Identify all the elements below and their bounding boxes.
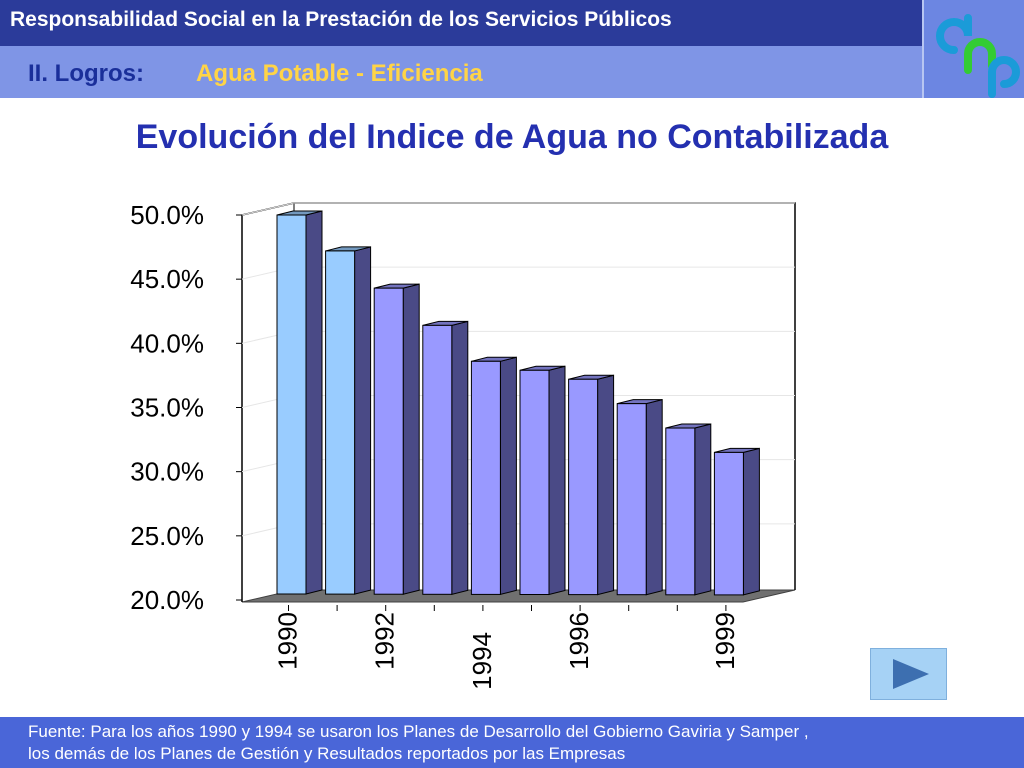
y-tick-label: 35.0% xyxy=(130,393,204,423)
gridline xyxy=(241,202,795,216)
bar-front xyxy=(325,250,356,595)
plot-back-wall xyxy=(242,203,795,600)
bar-side xyxy=(451,320,469,595)
bar xyxy=(276,210,323,595)
bar-front xyxy=(713,451,744,596)
section-label: II. Logros: xyxy=(28,60,144,87)
bar-side xyxy=(694,423,712,596)
bar xyxy=(665,423,712,596)
play-arrow-icon xyxy=(893,659,929,689)
header-bar: Responsabilidad Social en la Prestación … xyxy=(0,0,922,46)
bar xyxy=(519,365,566,596)
bar-side xyxy=(548,365,566,596)
y-tick-label: 25.0% xyxy=(130,521,204,551)
footer-source-line-1: Fuente: Para los años 1990 y 1994 se usa… xyxy=(28,722,809,741)
bar-side xyxy=(742,447,760,596)
bar xyxy=(568,374,615,596)
bar-side xyxy=(597,374,615,596)
bar xyxy=(713,447,760,596)
x-tick-label: 1999 xyxy=(710,612,740,670)
bar xyxy=(373,283,420,595)
bar xyxy=(616,399,663,596)
bar-front xyxy=(519,369,550,595)
bar-front xyxy=(276,214,307,595)
footer-bar: Fuente: Para los años 1990 y 1994 se usa… xyxy=(0,717,1024,768)
y-tick-label: 30.0% xyxy=(130,457,204,487)
bar-front xyxy=(665,427,696,596)
footer-source-line-2: los demás de los Planes de Gestión y Res… xyxy=(28,744,626,763)
y-tick-label: 50.0% xyxy=(130,200,204,230)
bar-front xyxy=(373,287,404,595)
next-slide-button[interactable] xyxy=(870,648,947,700)
x-tick-label: 1996 xyxy=(564,612,594,670)
bar xyxy=(325,246,372,595)
y-tick-label: 20.0% xyxy=(130,585,204,615)
bar xyxy=(470,356,517,596)
presentation-title: Responsabilidad Social en la Prestación … xyxy=(10,8,672,31)
x-tick-label: 1994 xyxy=(467,632,497,690)
x-tick-label: 1990 xyxy=(273,612,303,670)
bar-side xyxy=(305,210,323,595)
bar-front xyxy=(470,360,501,595)
bar-side xyxy=(402,283,420,595)
bar-side xyxy=(499,356,517,596)
dnp-logo-icon xyxy=(922,0,1024,98)
bar-front xyxy=(422,324,453,595)
y-tick-label: 40.0% xyxy=(130,328,204,358)
plot-floor xyxy=(241,589,796,603)
section-bar: II. Logros: Agua Potable - Eficiencia xyxy=(0,46,922,98)
bar-side xyxy=(645,399,663,596)
bar-front xyxy=(616,403,647,596)
bar-front xyxy=(568,378,599,596)
bar-side xyxy=(354,246,372,595)
bar-chart: 50.0% 45.0% 40.0% 35.0% 30.0% 25.0% 20.0% 1990 1… xyxy=(130,200,796,690)
bar xyxy=(422,320,469,595)
chart-title: Evolución del Indice de Agua no Contabil… xyxy=(135,118,889,156)
section-value: Agua Potable - Eficiencia xyxy=(196,60,483,87)
y-tick-label: 45.0% xyxy=(130,264,204,294)
x-tick-label: 1992 xyxy=(370,612,400,670)
